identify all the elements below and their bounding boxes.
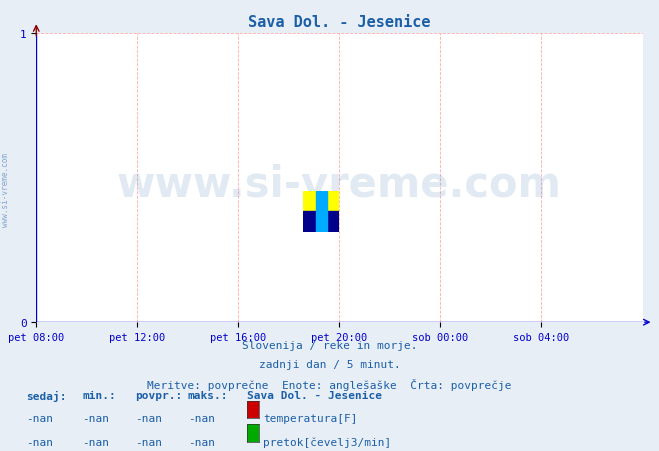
Text: -nan: -nan	[188, 437, 215, 447]
Text: temperatura[F]: temperatura[F]	[263, 414, 357, 423]
Text: -nan: -nan	[82, 414, 109, 423]
Text: pretok[čevelj3/min]: pretok[čevelj3/min]	[263, 437, 391, 447]
Title: Sava Dol. - Jesenice: Sava Dol. - Jesenice	[248, 15, 430, 30]
Text: www.si-vreme.com: www.si-vreme.com	[1, 152, 10, 226]
Text: -nan: -nan	[135, 414, 162, 423]
Text: zadnji dan / 5 minut.: zadnji dan / 5 minut.	[258, 359, 401, 369]
Text: www.si-vreme.com: www.si-vreme.com	[117, 163, 562, 205]
Text: -nan: -nan	[188, 414, 215, 423]
Text: Meritve: povprečne  Enote: anglešaške  Črta: povprečje: Meritve: povprečne Enote: anglešaške Črt…	[147, 378, 512, 391]
Text: sedaj:: sedaj:	[26, 390, 67, 401]
Polygon shape	[303, 212, 339, 232]
Text: min.:: min.:	[82, 390, 116, 400]
Polygon shape	[303, 192, 339, 212]
Polygon shape	[316, 192, 327, 232]
Text: Slovenija / reke in morje.: Slovenija / reke in morje.	[242, 341, 417, 350]
Text: maks.:: maks.:	[188, 390, 228, 400]
Text: povpr.:: povpr.:	[135, 390, 183, 400]
Text: -nan: -nan	[135, 437, 162, 447]
Text: -nan: -nan	[82, 437, 109, 447]
Text: -nan: -nan	[26, 414, 53, 423]
Text: -nan: -nan	[26, 437, 53, 447]
Text: Sava Dol. - Jesenice: Sava Dol. - Jesenice	[247, 390, 382, 400]
